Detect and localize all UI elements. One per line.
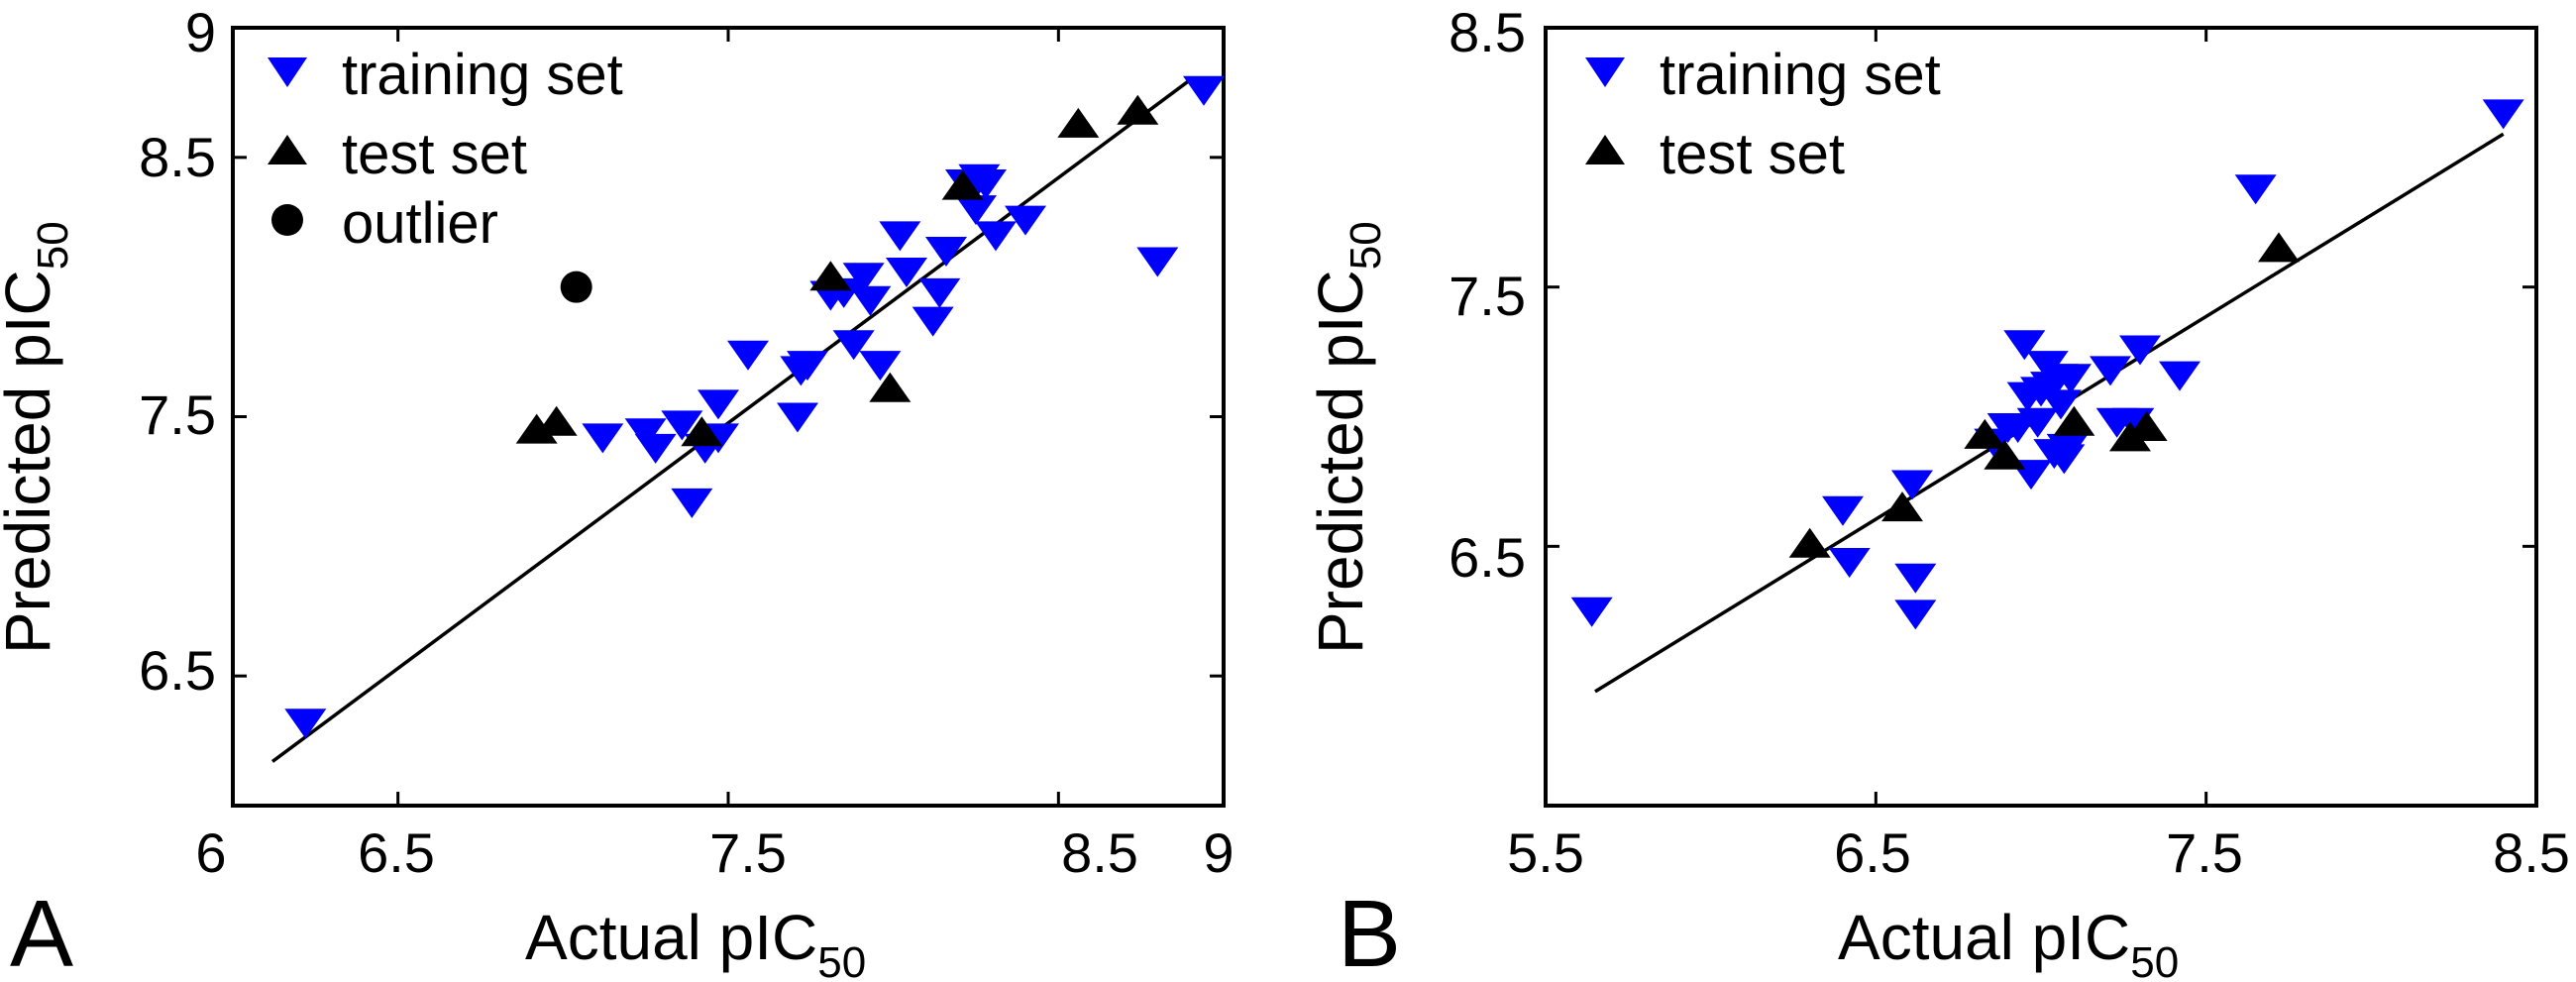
y-axis-label: Predicted pIC50 bbox=[0, 221, 77, 654]
training-point bbox=[1828, 548, 1871, 579]
x-tick-label: 9 bbox=[1203, 821, 1234, 884]
y-tick-label: 7.5 bbox=[139, 383, 216, 446]
fit-line bbox=[270, 77, 1192, 763]
test-point bbox=[681, 416, 723, 447]
legend-a: training set test set outlier bbox=[268, 43, 623, 256]
training-point bbox=[1183, 75, 1225, 106]
training-point bbox=[912, 306, 954, 337]
training-point bbox=[2119, 335, 2161, 366]
outlier-point bbox=[560, 271, 592, 303]
training-point bbox=[2003, 330, 2046, 361]
test-point bbox=[1984, 439, 2026, 470]
test-point bbox=[535, 405, 578, 436]
test-point bbox=[809, 261, 852, 291]
training-point bbox=[698, 389, 739, 420]
y-tick-label: 7.5 bbox=[1449, 265, 1526, 327]
x-tick-label: 6.5 bbox=[358, 821, 435, 884]
y-tick-label: 6.5 bbox=[1449, 526, 1526, 589]
training-point bbox=[1136, 247, 1179, 277]
legend-marker-test bbox=[268, 135, 307, 164]
test-point bbox=[941, 169, 984, 200]
test-point bbox=[2053, 405, 2095, 436]
training-point bbox=[965, 169, 1007, 199]
y-tick-label: 9 bbox=[185, 1, 216, 63]
marks-b bbox=[1546, 28, 2536, 806]
training-point bbox=[1891, 470, 1933, 500]
training-point bbox=[1005, 205, 1046, 236]
x-tick-label: 6 bbox=[195, 821, 226, 884]
x-tick-label: 7.5 bbox=[2166, 821, 2243, 884]
training-point bbox=[634, 433, 677, 464]
test-point bbox=[515, 413, 558, 444]
training-point bbox=[777, 402, 818, 433]
training-point bbox=[879, 221, 921, 252]
panel-a: 6 6.5 7.5 8.5 9 6.5 7.5 8.5 9 Actual pIC… bbox=[0, 1, 1234, 982]
test-point bbox=[2258, 232, 2300, 263]
training-point bbox=[624, 418, 667, 449]
y-tick-label: 8.5 bbox=[139, 126, 216, 188]
legend-marker-test bbox=[1585, 135, 1625, 164]
legend-b: training set test set bbox=[1585, 43, 1941, 186]
legend-label: training set bbox=[342, 43, 623, 107]
training-point bbox=[1570, 597, 1613, 627]
training-point bbox=[2016, 407, 2059, 438]
training-point bbox=[859, 351, 902, 382]
training-point bbox=[2159, 361, 2200, 391]
training-point bbox=[918, 277, 961, 308]
test-point bbox=[1057, 107, 1100, 138]
training-point bbox=[842, 263, 885, 293]
test-point bbox=[1788, 527, 1831, 558]
x-tick-label: 7.5 bbox=[709, 821, 787, 884]
y-tick-label: 8.5 bbox=[1449, 1, 1526, 63]
marks-a bbox=[233, 28, 1225, 806]
test-point bbox=[869, 372, 912, 402]
y-axis-label: Predicted pIC50 bbox=[1305, 221, 1390, 654]
training-point bbox=[1822, 495, 1864, 526]
x-axis-label: Actual pIC50 bbox=[1838, 902, 2179, 982]
training-point bbox=[925, 237, 967, 268]
y-tick-label: 6.5 bbox=[139, 639, 216, 702]
training-point bbox=[975, 221, 1017, 252]
x-tick-label: 5.5 bbox=[1507, 821, 1584, 884]
x-axis-label: Actual pIC50 bbox=[525, 902, 866, 982]
training-point bbox=[849, 285, 892, 316]
training-point bbox=[2050, 364, 2092, 394]
x-tick-label: 8.5 bbox=[1061, 821, 1138, 884]
training-point bbox=[955, 195, 997, 226]
training-point bbox=[661, 410, 703, 441]
test-point bbox=[2125, 410, 2168, 441]
panel-b: 5.5 6.5 7.5 8.5 6.5 7.5 8.5 Actual pIC50… bbox=[1305, 1, 2570, 982]
legend-label: test set bbox=[342, 122, 527, 186]
training-point bbox=[832, 330, 875, 361]
legend-label: training set bbox=[1660, 43, 1941, 107]
training-point bbox=[727, 340, 769, 371]
training-point bbox=[1894, 600, 1937, 630]
training-point bbox=[2090, 356, 2131, 386]
x-tick-label: 6.5 bbox=[1834, 821, 1911, 884]
legend-marker-training bbox=[1585, 57, 1625, 87]
training-point bbox=[671, 488, 713, 518]
training-point bbox=[284, 709, 327, 739]
test-point bbox=[1964, 418, 2006, 449]
plot-frame-b bbox=[1544, 26, 2538, 808]
training-point bbox=[2040, 389, 2082, 420]
legend-label: test set bbox=[1660, 122, 1845, 186]
training-point bbox=[787, 351, 828, 382]
training-point bbox=[2046, 433, 2089, 464]
training-point bbox=[2234, 174, 2277, 205]
legend-marker-outlier bbox=[271, 204, 303, 236]
legend-label: outlier bbox=[342, 191, 498, 256]
panel-label-a: A bbox=[10, 881, 73, 982]
legend-marker-training bbox=[268, 57, 307, 87]
training-point bbox=[582, 423, 624, 454]
x-tick-label: 8.5 bbox=[2493, 821, 2570, 884]
training-point bbox=[2482, 99, 2524, 130]
training-point bbox=[1894, 563, 1937, 594]
test-point bbox=[1117, 94, 1159, 125]
test-point bbox=[1881, 491, 1923, 522]
panel-label-b: B bbox=[1338, 881, 1401, 982]
training-point bbox=[886, 257, 927, 287]
